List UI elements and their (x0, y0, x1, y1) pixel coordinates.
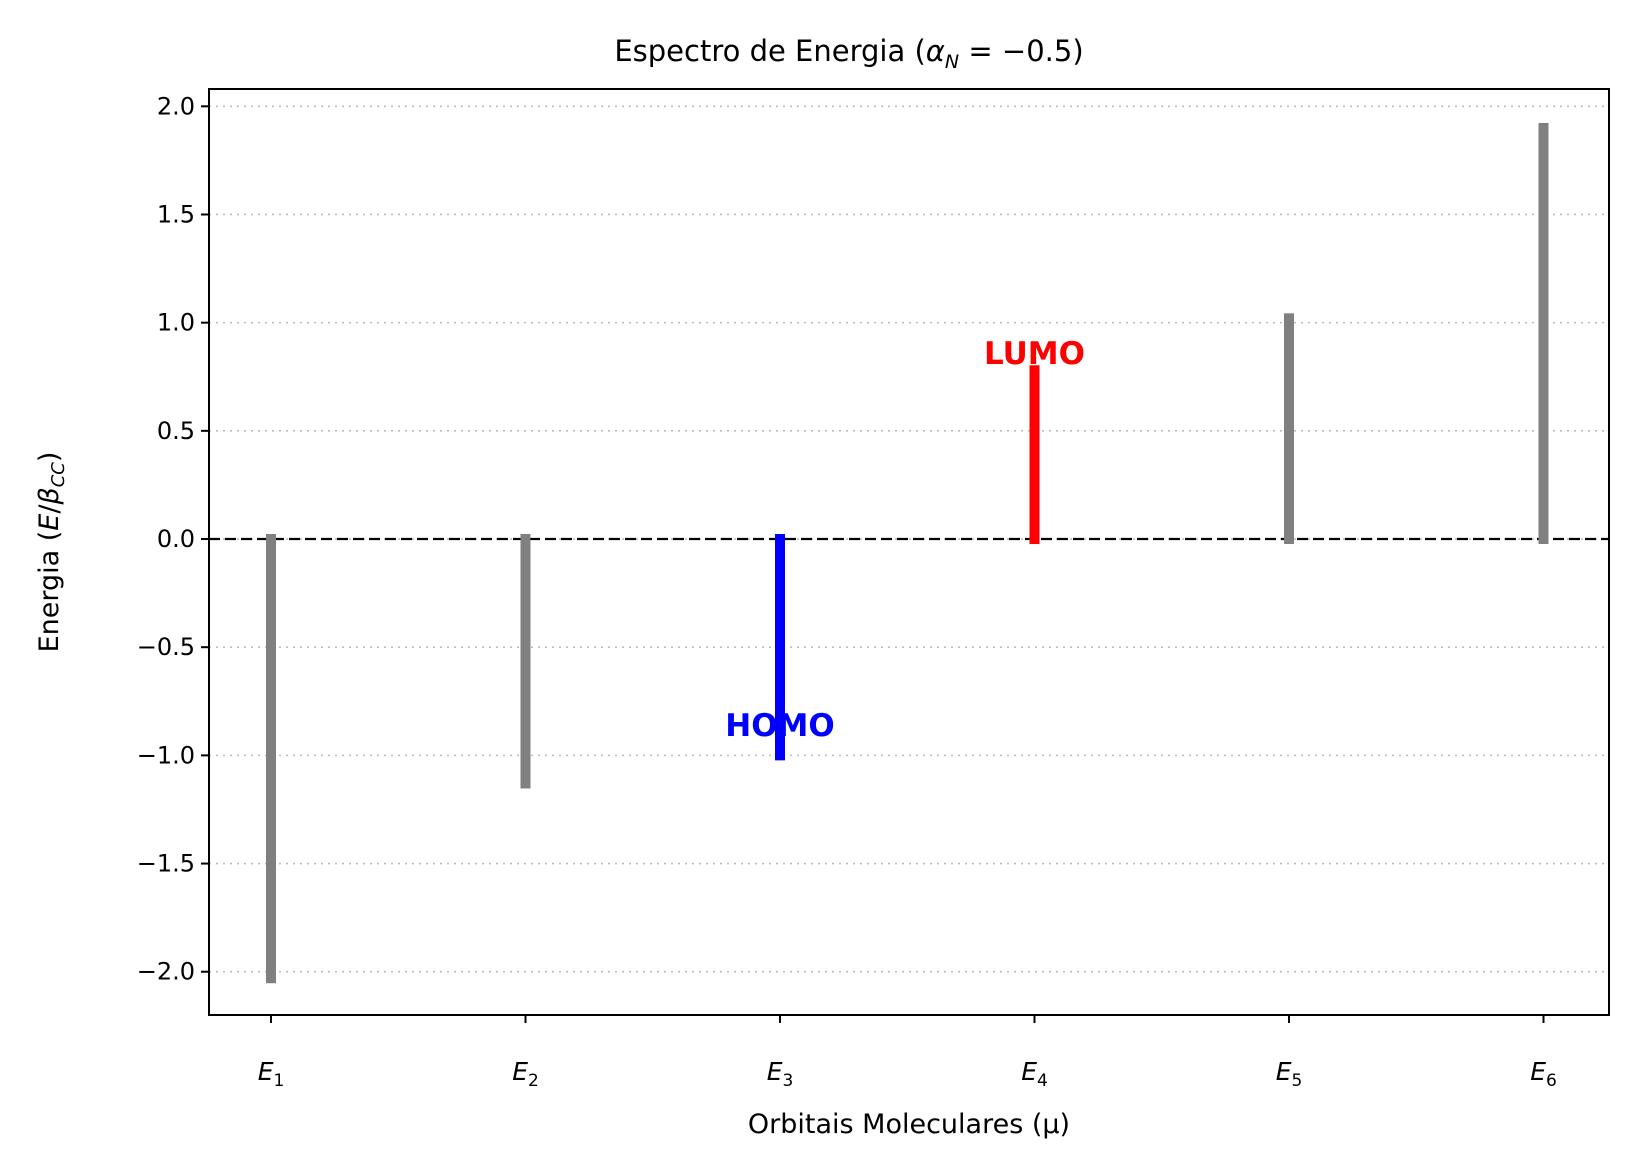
x-tick-label: E2 (512, 1057, 539, 1091)
y-axis-label: Energia (E/βCC) (34, 452, 69, 653)
energy-level-bar-E1 (266, 534, 276, 984)
x-tick-label: E5 (1276, 1057, 1303, 1091)
annotations: HOMO LUMO (725, 336, 1085, 744)
y-tick-label: 1.0 (157, 309, 195, 337)
x-axis-ticks: E1 E2 E3 E4 E5 E6 (258, 1015, 1557, 1091)
y-tick-label: −1.0 (137, 741, 195, 769)
y-axis-ticks: 2.0 1.5 1.0 0.5 0.0 −0.5 −1.0 −1.5 −2.0 (137, 92, 209, 986)
y-tick-label: 0.0 (157, 525, 195, 553)
energy-level-bar-E6 (1538, 122, 1549, 545)
plot-frame (208, 88, 1610, 1016)
y-tick-label: 0.5 (157, 417, 195, 445)
x-tick-label: E6 (1530, 1057, 1557, 1091)
energy-level-bar-E5 (1284, 313, 1294, 545)
chart-title: Espectro de Energia (αN = −0.5) (614, 34, 1083, 73)
y-tick-label: 1.5 (157, 200, 195, 228)
x-tick-label: E4 (1021, 1057, 1048, 1091)
y-tick-label: −1.5 (137, 850, 195, 878)
grid-lines (209, 105, 1609, 973)
x-axis-label: Orbitais Moleculares (μ) (748, 1109, 1070, 1140)
y-tick-label: −0.5 (137, 633, 195, 661)
x-tick-label: E1 (258, 1057, 285, 1091)
energy-levels (266, 122, 1549, 984)
annotation-lumo: LUMO (984, 336, 1085, 372)
annotation-homo: HOMO (725, 708, 835, 744)
energy-level-bar-E3 (775, 534, 785, 761)
y-tick-label: 2.0 (157, 92, 195, 120)
energy-level-bar-E2 (520, 534, 531, 789)
y-tick-label: −2.0 (137, 958, 195, 986)
energy-level-bar-E4 (1029, 365, 1040, 545)
x-tick-label: E3 (767, 1057, 794, 1091)
